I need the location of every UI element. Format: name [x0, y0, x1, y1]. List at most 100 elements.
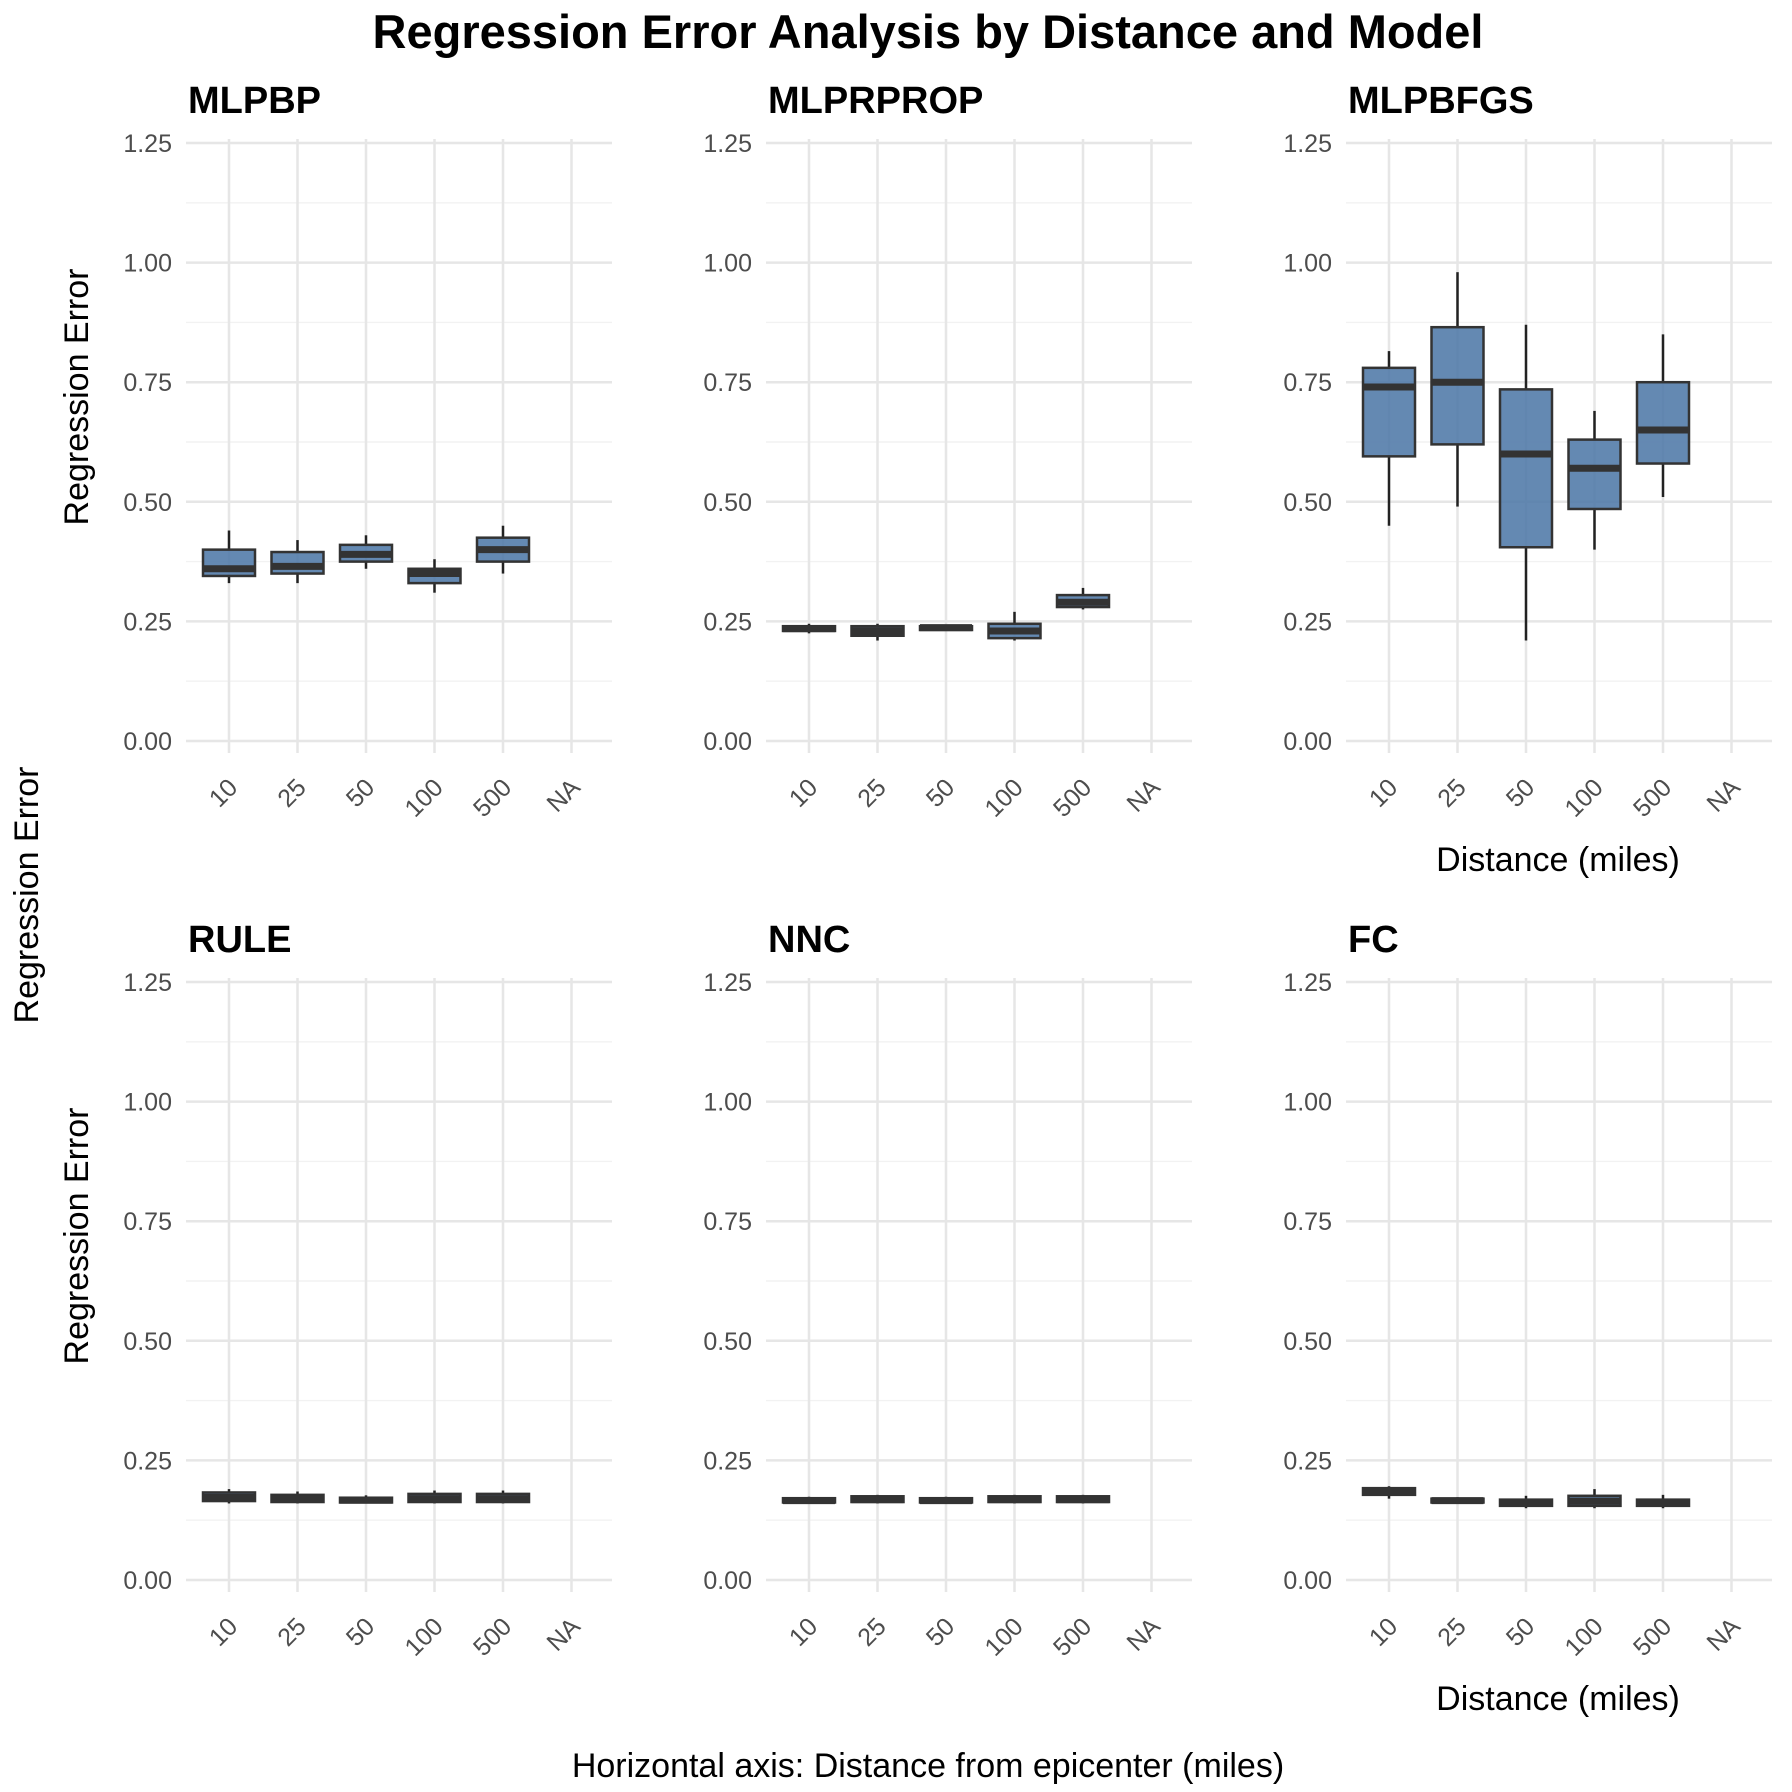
shared-y-axis-label: Regression Error	[8, 767, 46, 1024]
x-tick-label: NA	[541, 773, 586, 818]
x-tick-label: 500	[468, 773, 517, 822]
box-mlpbfgs-100	[1567, 410, 1622, 550]
y-tick-label: 0.75	[123, 1208, 172, 1236]
box-fc-50	[1498, 1495, 1554, 1509]
x-tick-label: 25	[1432, 773, 1471, 812]
y-tick-label: 0.00	[1283, 728, 1332, 756]
y-axis-label: Regression Error	[58, 269, 96, 526]
panels-group: MLPBP 0.00 0.25 0.50 0.75 1.00 1.25 10 25 50 100 50…	[58, 80, 1772, 1718]
box-body	[1361, 366, 1417, 458]
x-tick-label: 50	[1501, 1612, 1540, 1651]
y-tick-label: 0.00	[703, 728, 752, 756]
y-tick-label: 1.00	[123, 1089, 172, 1117]
box-nnc-25	[850, 1494, 905, 1504]
x-tick-label: 10	[1364, 773, 1403, 812]
panel-title: MLPRPROP	[768, 80, 983, 122]
y-tick-label: 0.75	[1283, 1208, 1332, 1236]
y-tick-label: 1.25	[703, 969, 752, 997]
x-tick-label: 500	[1628, 1612, 1677, 1661]
y-tick-label: 0.50	[123, 489, 172, 517]
box-mlprprop-500	[1055, 587, 1111, 610]
x-tick-label: 50	[341, 773, 380, 812]
box-fc-500	[1635, 1494, 1691, 1509]
y-tick-label: 0.50	[123, 1328, 172, 1356]
y-tick-label: 0.75	[703, 369, 752, 397]
box-fc-25	[1430, 1497, 1485, 1505]
box-body	[1498, 388, 1554, 549]
x-tick-label: 50	[341, 1612, 380, 1651]
box-mlpbp-100	[407, 559, 462, 593]
panel-title: FC	[1348, 919, 1399, 961]
x-tick-label: 500	[1048, 773, 1097, 822]
y-tick-label: 1.00	[1283, 1089, 1332, 1117]
panel-rule: RULE 0.00 0.25 0.50 0.75 1.00 1.25 10 25 50 100 500…	[58, 919, 612, 1662]
y-tick-label: 0.75	[123, 369, 172, 397]
x-tick-label: 100	[399, 1612, 448, 1661]
box-body	[1430, 325, 1485, 446]
box-rule-50	[338, 1495, 394, 1504]
y-tick-label: 0.00	[123, 1567, 172, 1595]
y-tick-label: 0.25	[1283, 1447, 1332, 1475]
y-tick-label: 0.25	[123, 1447, 172, 1475]
box-mlprprop-100	[987, 611, 1042, 641]
x-tick-label: 25	[852, 1612, 891, 1651]
y-tick-label: 0.25	[1283, 608, 1332, 636]
y-tick-label: 0.25	[123, 608, 172, 636]
box-fc-100	[1567, 1489, 1622, 1509]
y-tick-label: 0.00	[703, 1567, 752, 1595]
y-tick-label: 1.25	[1283, 969, 1332, 997]
box-body	[1567, 438, 1622, 511]
y-tick-label: 0.25	[703, 608, 752, 636]
panel-title: MLPBP	[188, 80, 321, 122]
x-tick-label: NA	[1121, 773, 1166, 818]
y-tick-label: 1.00	[1283, 250, 1332, 278]
box-mlprprop-25	[850, 623, 905, 641]
x-tick-label: 10	[204, 773, 243, 812]
y-tick-label: 0.50	[703, 489, 752, 517]
y-axis-label: Regression Error	[58, 1108, 96, 1365]
y-tick-label: 0.50	[1283, 489, 1332, 517]
x-tick-label: 10	[784, 1612, 823, 1651]
x-tick-label: 25	[272, 773, 311, 812]
y-tick-label: 1.00	[703, 250, 752, 278]
x-tick-label: NA	[1701, 773, 1746, 818]
box-fc-10	[1361, 1486, 1417, 1499]
box-mlpbfgs-25	[1430, 272, 1485, 507]
x-tick-label: 500	[1628, 773, 1677, 822]
panel-title: RULE	[188, 919, 291, 961]
y-tick-label: 0.50	[703, 1328, 752, 1356]
x-tick-label: 50	[921, 1612, 960, 1651]
box-rule-100	[407, 1490, 462, 1504]
box-nnc-500	[1055, 1494, 1111, 1504]
y-tick-label: 0.25	[703, 1447, 752, 1475]
box-nnc-10	[781, 1496, 837, 1505]
box-body	[1635, 380, 1691, 465]
y-tick-label: 0.00	[123, 728, 172, 756]
x-axis-label: Distance (miles)	[1436, 1680, 1680, 1718]
box-rule-500	[475, 1490, 531, 1504]
panel-title: MLPBFGS	[1348, 80, 1534, 122]
x-tick-label: 50	[1501, 773, 1540, 812]
y-tick-label: 0.00	[1283, 1567, 1332, 1595]
x-tick-label: NA	[1701, 1612, 1746, 1657]
box-mlpbp-25	[270, 540, 325, 584]
x-tick-label: 100	[1559, 1612, 1608, 1661]
y-tick-label: 1.25	[123, 130, 172, 158]
panel-mlprprop: MLPRPROP 0.00 0.25 0.50 0.75 1.00 1.25 10 25 50 10…	[703, 80, 1192, 823]
box-mlpbfgs-500	[1635, 334, 1691, 498]
x-tick-label: 25	[852, 773, 891, 812]
x-tick-label: 10	[1364, 1612, 1403, 1651]
panel-mlpbfgs: MLPBFGS 0.00 0.25 0.50 0.75 1.00 1.25 10 25 50 100…	[1283, 80, 1772, 879]
box-mlpbp-500	[475, 525, 531, 574]
y-tick-label: 1.25	[1283, 130, 1332, 158]
box-mlpbp-10	[201, 530, 257, 584]
chart-title: Regression Error Analysis by Distance an…	[373, 5, 1484, 58]
x-tick-label: 25	[1432, 1612, 1471, 1651]
panel-title: NNC	[768, 919, 850, 961]
x-tick-label: 100	[399, 773, 448, 822]
x-tick-label: 100	[979, 1612, 1028, 1661]
box-nnc-100	[987, 1494, 1042, 1504]
box-mlpbfgs-10	[1361, 351, 1417, 526]
x-tick-label: 100	[1559, 773, 1608, 822]
